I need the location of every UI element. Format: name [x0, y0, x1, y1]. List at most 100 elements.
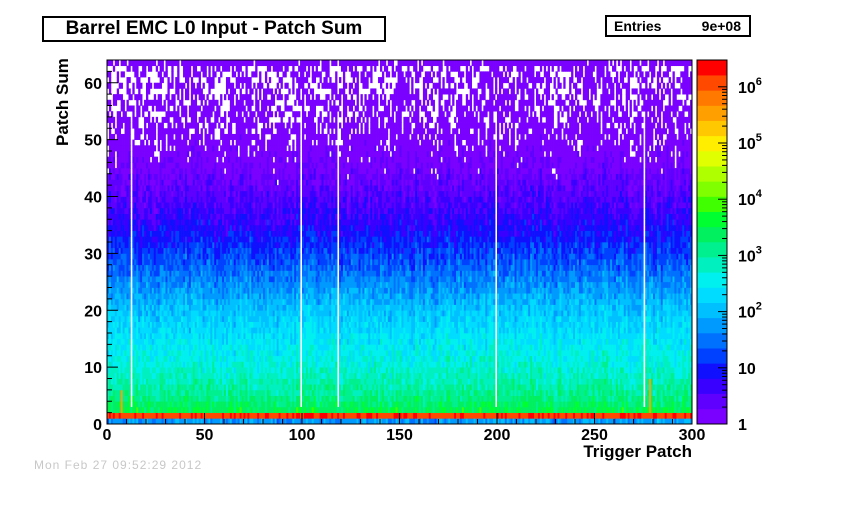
- heatmap-cell: [165, 293, 168, 300]
- heatmap-cell: [198, 82, 201, 89]
- heatmap-cell: [212, 94, 215, 101]
- heatmap-cell: [138, 344, 141, 351]
- heatmap-cell: [255, 116, 258, 123]
- heatmap-cell: [112, 327, 116, 334]
- heatmap-cell: [175, 224, 178, 231]
- heatmap-cell: [167, 242, 170, 249]
- heatmap-cell: [151, 151, 155, 158]
- heatmap-cell: [138, 185, 141, 192]
- heatmap-cell: [120, 247, 123, 254]
- heatmap-cell: [245, 71, 248, 78]
- heatmap-cell: [136, 344, 139, 351]
- heatmap-cell: [155, 304, 159, 311]
- heatmap-cell: [116, 88, 120, 95]
- heatmap-cell: [161, 389, 164, 396]
- heatmap-cell: [155, 230, 159, 237]
- heatmap-cell: [153, 264, 157, 271]
- heatmap-cell: [167, 60, 170, 67]
- heatmap-cell: [157, 71, 160, 78]
- heatmap-cell: [124, 287, 127, 294]
- heatmap-cell: [136, 219, 139, 226]
- heatmap-cell: [110, 213, 114, 220]
- heatmap-cell: [169, 156, 172, 163]
- heatmap-cell: [122, 350, 125, 357]
- heatmap-cell: [132, 173, 135, 180]
- heatmap-cell: [114, 310, 118, 317]
- heatmap-cell: [173, 395, 176, 402]
- heatmap-cell: [177, 111, 180, 118]
- heatmap-cell: [175, 133, 178, 140]
- heatmap-cell: [124, 418, 127, 425]
- heatmap-cell: [173, 94, 176, 101]
- heatmap-cell: [107, 60, 110, 67]
- heatmap-cell: [231, 99, 235, 106]
- heatmap-cell: [235, 94, 238, 101]
- heatmap-cell: [146, 82, 149, 89]
- heatmap-cell: [173, 247, 176, 254]
- heatmap-cell: [171, 344, 174, 351]
- heatmap-cell: [110, 304, 114, 311]
- heatmap-cell: [175, 202, 178, 209]
- heatmap-cell: [140, 281, 143, 288]
- heatmap-cell: [107, 412, 110, 419]
- heatmap-cell: [108, 355, 112, 362]
- heatmap-cell: [163, 406, 166, 413]
- heatmap-cell: [128, 418, 131, 425]
- heatmap-cell: [128, 293, 131, 300]
- heatmap-cell: [122, 202, 125, 209]
- heatmap-cell: [120, 94, 123, 101]
- heatmap-cell: [118, 293, 121, 300]
- heatmap-cell: [173, 213, 176, 220]
- heatmap-cell: [107, 304, 110, 311]
- heatmap-cell: [179, 247, 182, 254]
- heatmap-cell: [175, 242, 178, 249]
- heatmap-cell: [144, 361, 147, 368]
- heatmap-cell: [128, 259, 131, 266]
- heatmap-cell: [163, 190, 166, 197]
- heatmap-cell: [144, 293, 147, 300]
- heatmap-cell: [169, 378, 172, 385]
- heatmap-cell: [147, 327, 151, 334]
- heatmap-cell: [169, 344, 172, 351]
- heatmap-cell: [181, 82, 184, 89]
- heatmap-cell: [118, 395, 121, 402]
- heatmap-cell: [155, 173, 159, 180]
- heatmap-cell: [153, 367, 157, 374]
- heatmap-cell: [169, 162, 172, 169]
- heatmap-cell: [181, 207, 184, 214]
- heatmap-cell: [142, 315, 145, 322]
- heatmap-cell: [118, 338, 121, 345]
- heatmap-cell: [110, 310, 114, 317]
- heatmap-cell: [173, 99, 176, 106]
- heatmap-cell: [124, 190, 127, 197]
- heatmap-cell: [159, 298, 162, 305]
- heatmap-cell: [132, 236, 135, 243]
- heatmap-cell: [163, 230, 166, 237]
- heatmap-cell: [134, 219, 137, 226]
- heatmap-cell: [183, 315, 186, 322]
- heatmap-cell: [169, 293, 172, 300]
- heatmap-cell: [179, 264, 182, 271]
- heatmap-cell: [175, 162, 178, 169]
- heatmap-cell: [153, 412, 157, 419]
- heatmap-cell: [132, 116, 135, 123]
- heatmap-cell: [124, 207, 127, 214]
- heatmap-cell: [110, 230, 114, 237]
- heatmap-cell: [177, 207, 180, 214]
- heatmap-cell: [268, 77, 272, 84]
- heatmap-cell: [155, 361, 159, 368]
- heatmap-cell: [134, 418, 137, 425]
- heatmap-cell: [134, 168, 137, 175]
- heatmap-cell: [118, 202, 121, 209]
- heatmap-cell: [108, 207, 112, 214]
- heatmap-cell: [155, 327, 159, 334]
- heatmap-cell: [165, 378, 168, 385]
- heatmap-cell: [167, 156, 170, 163]
- heatmap-cell: [110, 111, 114, 118]
- heatmap-cell: [183, 298, 186, 305]
- heatmap-cell: [114, 259, 118, 266]
- heatmap-cell: [163, 236, 166, 243]
- heatmap-cell: [116, 310, 120, 317]
- heatmap-cell: [147, 333, 151, 340]
- heatmap-cell: [126, 384, 129, 391]
